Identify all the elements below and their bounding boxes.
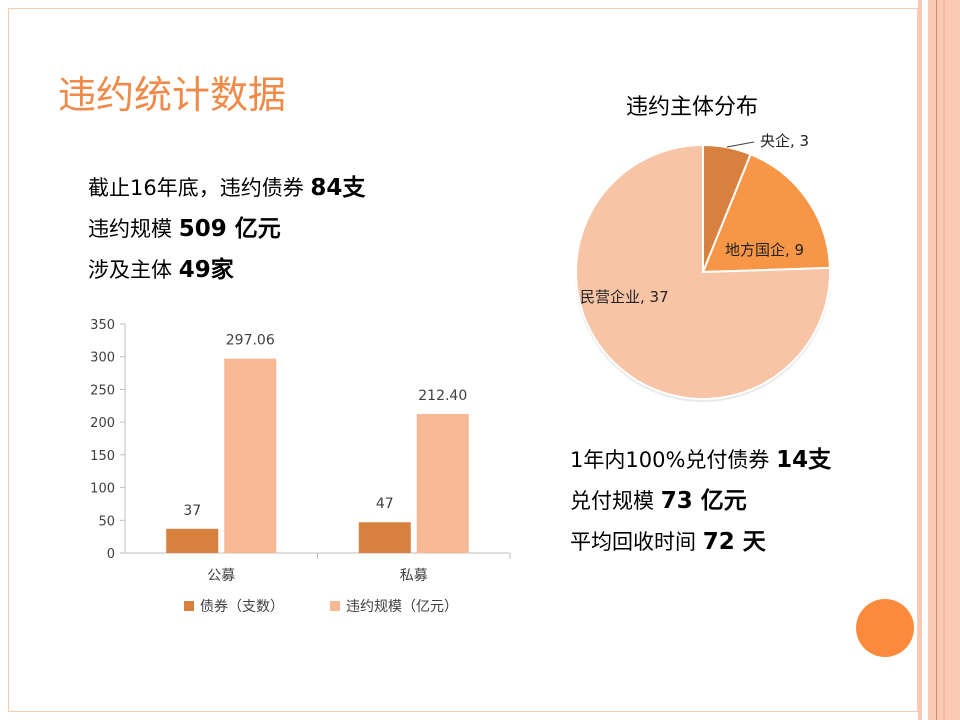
bar-1 xyxy=(224,358,277,553)
y-tick-label: 0 xyxy=(107,547,115,562)
data-label: 37 xyxy=(183,503,201,519)
leader-line xyxy=(726,141,755,148)
stat-line: 1年内100%兑付债券 14支 xyxy=(570,447,832,473)
legend-label: 违约规模（亿元） xyxy=(346,599,458,615)
bar-0 xyxy=(358,522,411,553)
data-label: 297.06 xyxy=(226,333,275,349)
stat-line: 截止16年底，违约债券 84支 xyxy=(88,175,366,201)
stat-line: 违约规模 509 亿元 xyxy=(88,216,281,242)
stats-left: 截止16年底，违约债券 84支 违约规模 509 亿元 涉及主体 49家 xyxy=(88,168,365,291)
stat-line: 平均回收时间 72 天 xyxy=(570,529,766,555)
slide-title: 违约统计数据 xyxy=(58,73,287,117)
y-tick-label: 300 xyxy=(90,351,115,366)
data-label: 212.40 xyxy=(418,388,467,404)
y-tick-label: 150 xyxy=(90,449,115,464)
pie-title: 违约主体分布 xyxy=(626,95,758,120)
decor-stripe xyxy=(943,0,945,720)
slide-frame xyxy=(8,8,918,712)
pie-label: 民营企业, 37 xyxy=(580,288,669,306)
data-label: 47 xyxy=(376,496,394,512)
stat-line: 兑付规模 73 亿元 xyxy=(570,488,747,514)
bar-1 xyxy=(416,414,469,553)
decor-stripe xyxy=(918,0,922,720)
decor-stripe xyxy=(936,0,937,720)
y-tick-label: 50 xyxy=(98,514,115,529)
x-tick-label: 公募 xyxy=(207,568,235,584)
y-tick-label: 100 xyxy=(90,482,115,497)
bar-0 xyxy=(166,528,219,553)
y-tick-label: 350 xyxy=(90,318,115,333)
stat-line: 涉及主体 49家 xyxy=(88,257,234,283)
pie-label: 地方国企, 9 xyxy=(725,241,804,259)
decor-circle xyxy=(856,599,914,657)
stats-right: 1年内100%兑付债券 14支 兑付规模 73 亿元 平均回收时间 72 天 xyxy=(570,440,831,563)
y-tick-label: 200 xyxy=(90,416,115,431)
legend-swatch xyxy=(330,601,340,611)
legend-label: 债券（支数） xyxy=(200,599,284,615)
x-tick-label: 私募 xyxy=(400,568,428,584)
y-tick-label: 250 xyxy=(90,383,115,398)
pie-label: 央企, 3 xyxy=(760,132,809,150)
legend-swatch xyxy=(184,601,194,611)
pie-slice xyxy=(701,152,831,274)
pie-slice xyxy=(575,143,831,400)
